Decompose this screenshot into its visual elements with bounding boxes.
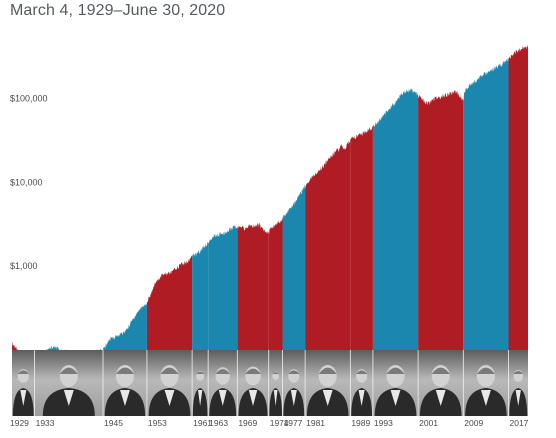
term-area-1 bbox=[34, 345, 104, 350]
term-area-7 bbox=[268, 216, 283, 350]
x-tick-label-5: 1963 bbox=[209, 418, 228, 428]
president-portrait-1 bbox=[42, 365, 95, 416]
term-area-0 bbox=[12, 341, 35, 350]
president-portraits bbox=[12, 350, 528, 416]
term-area-11 bbox=[372, 88, 419, 350]
president-portrait-5 bbox=[209, 367, 237, 416]
y-tick-label-2: $100,000 bbox=[10, 94, 48, 104]
president-portrait-6 bbox=[238, 366, 268, 416]
president-portrait-0 bbox=[12, 369, 34, 416]
term-area-14 bbox=[508, 44, 528, 351]
x-tick-label-4: 1961 bbox=[193, 418, 212, 428]
term-area-4 bbox=[192, 242, 209, 350]
x-tick-label-7: 1974 bbox=[270, 418, 289, 428]
x-tick-label-9: 1981 bbox=[306, 418, 325, 428]
president-portrait-13 bbox=[465, 365, 507, 416]
president-portrait-3 bbox=[148, 365, 191, 416]
term-area-13 bbox=[463, 57, 509, 351]
president-portrait-12 bbox=[419, 365, 462, 416]
y-axis: $1,000 $10,000 $100,000 bbox=[10, 94, 48, 272]
y-tick-label-0: $1,000 bbox=[10, 261, 38, 271]
term-area-9 bbox=[305, 140, 351, 350]
president-portrait-4 bbox=[192, 371, 208, 416]
term-area-3 bbox=[146, 255, 193, 350]
president-portrait-10 bbox=[351, 369, 373, 416]
president-portrait-14 bbox=[509, 370, 528, 416]
chart-title: March 4, 1929–June 30, 2020 bbox=[10, 2, 226, 19]
x-tick-label-14: 2017 bbox=[510, 418, 529, 428]
president-portrait-7 bbox=[269, 371, 282, 416]
x-tick-label-8: 1977 bbox=[284, 418, 303, 428]
term-area-10 bbox=[350, 125, 373, 350]
x-tick-label-13: 2009 bbox=[464, 418, 483, 428]
term-area-2 bbox=[103, 303, 147, 350]
party-areas bbox=[12, 44, 528, 351]
president-portrait-11 bbox=[374, 365, 417, 416]
x-tick-label-11: 1993 bbox=[374, 418, 393, 428]
term-area-5 bbox=[208, 225, 238, 350]
x-tick-label-1: 1933 bbox=[36, 418, 55, 428]
president-portrait-8 bbox=[283, 369, 305, 416]
x-tick-label-2: 1945 bbox=[104, 418, 123, 428]
x-tick-label-12: 2001 bbox=[419, 418, 438, 428]
x-tick-label-0: 1929 bbox=[10, 418, 29, 428]
x-tick-label-3: 1953 bbox=[148, 418, 167, 428]
y-tick-label-1: $10,000 bbox=[10, 177, 43, 187]
x-tick-label-10: 1989 bbox=[351, 418, 370, 428]
president-portrait-9 bbox=[306, 365, 349, 416]
president-portrait-2 bbox=[104, 365, 146, 416]
term-area-6 bbox=[237, 222, 269, 350]
x-tick-label-6: 1969 bbox=[238, 418, 257, 428]
term-area-8 bbox=[282, 184, 306, 350]
term-area-12 bbox=[418, 90, 464, 351]
